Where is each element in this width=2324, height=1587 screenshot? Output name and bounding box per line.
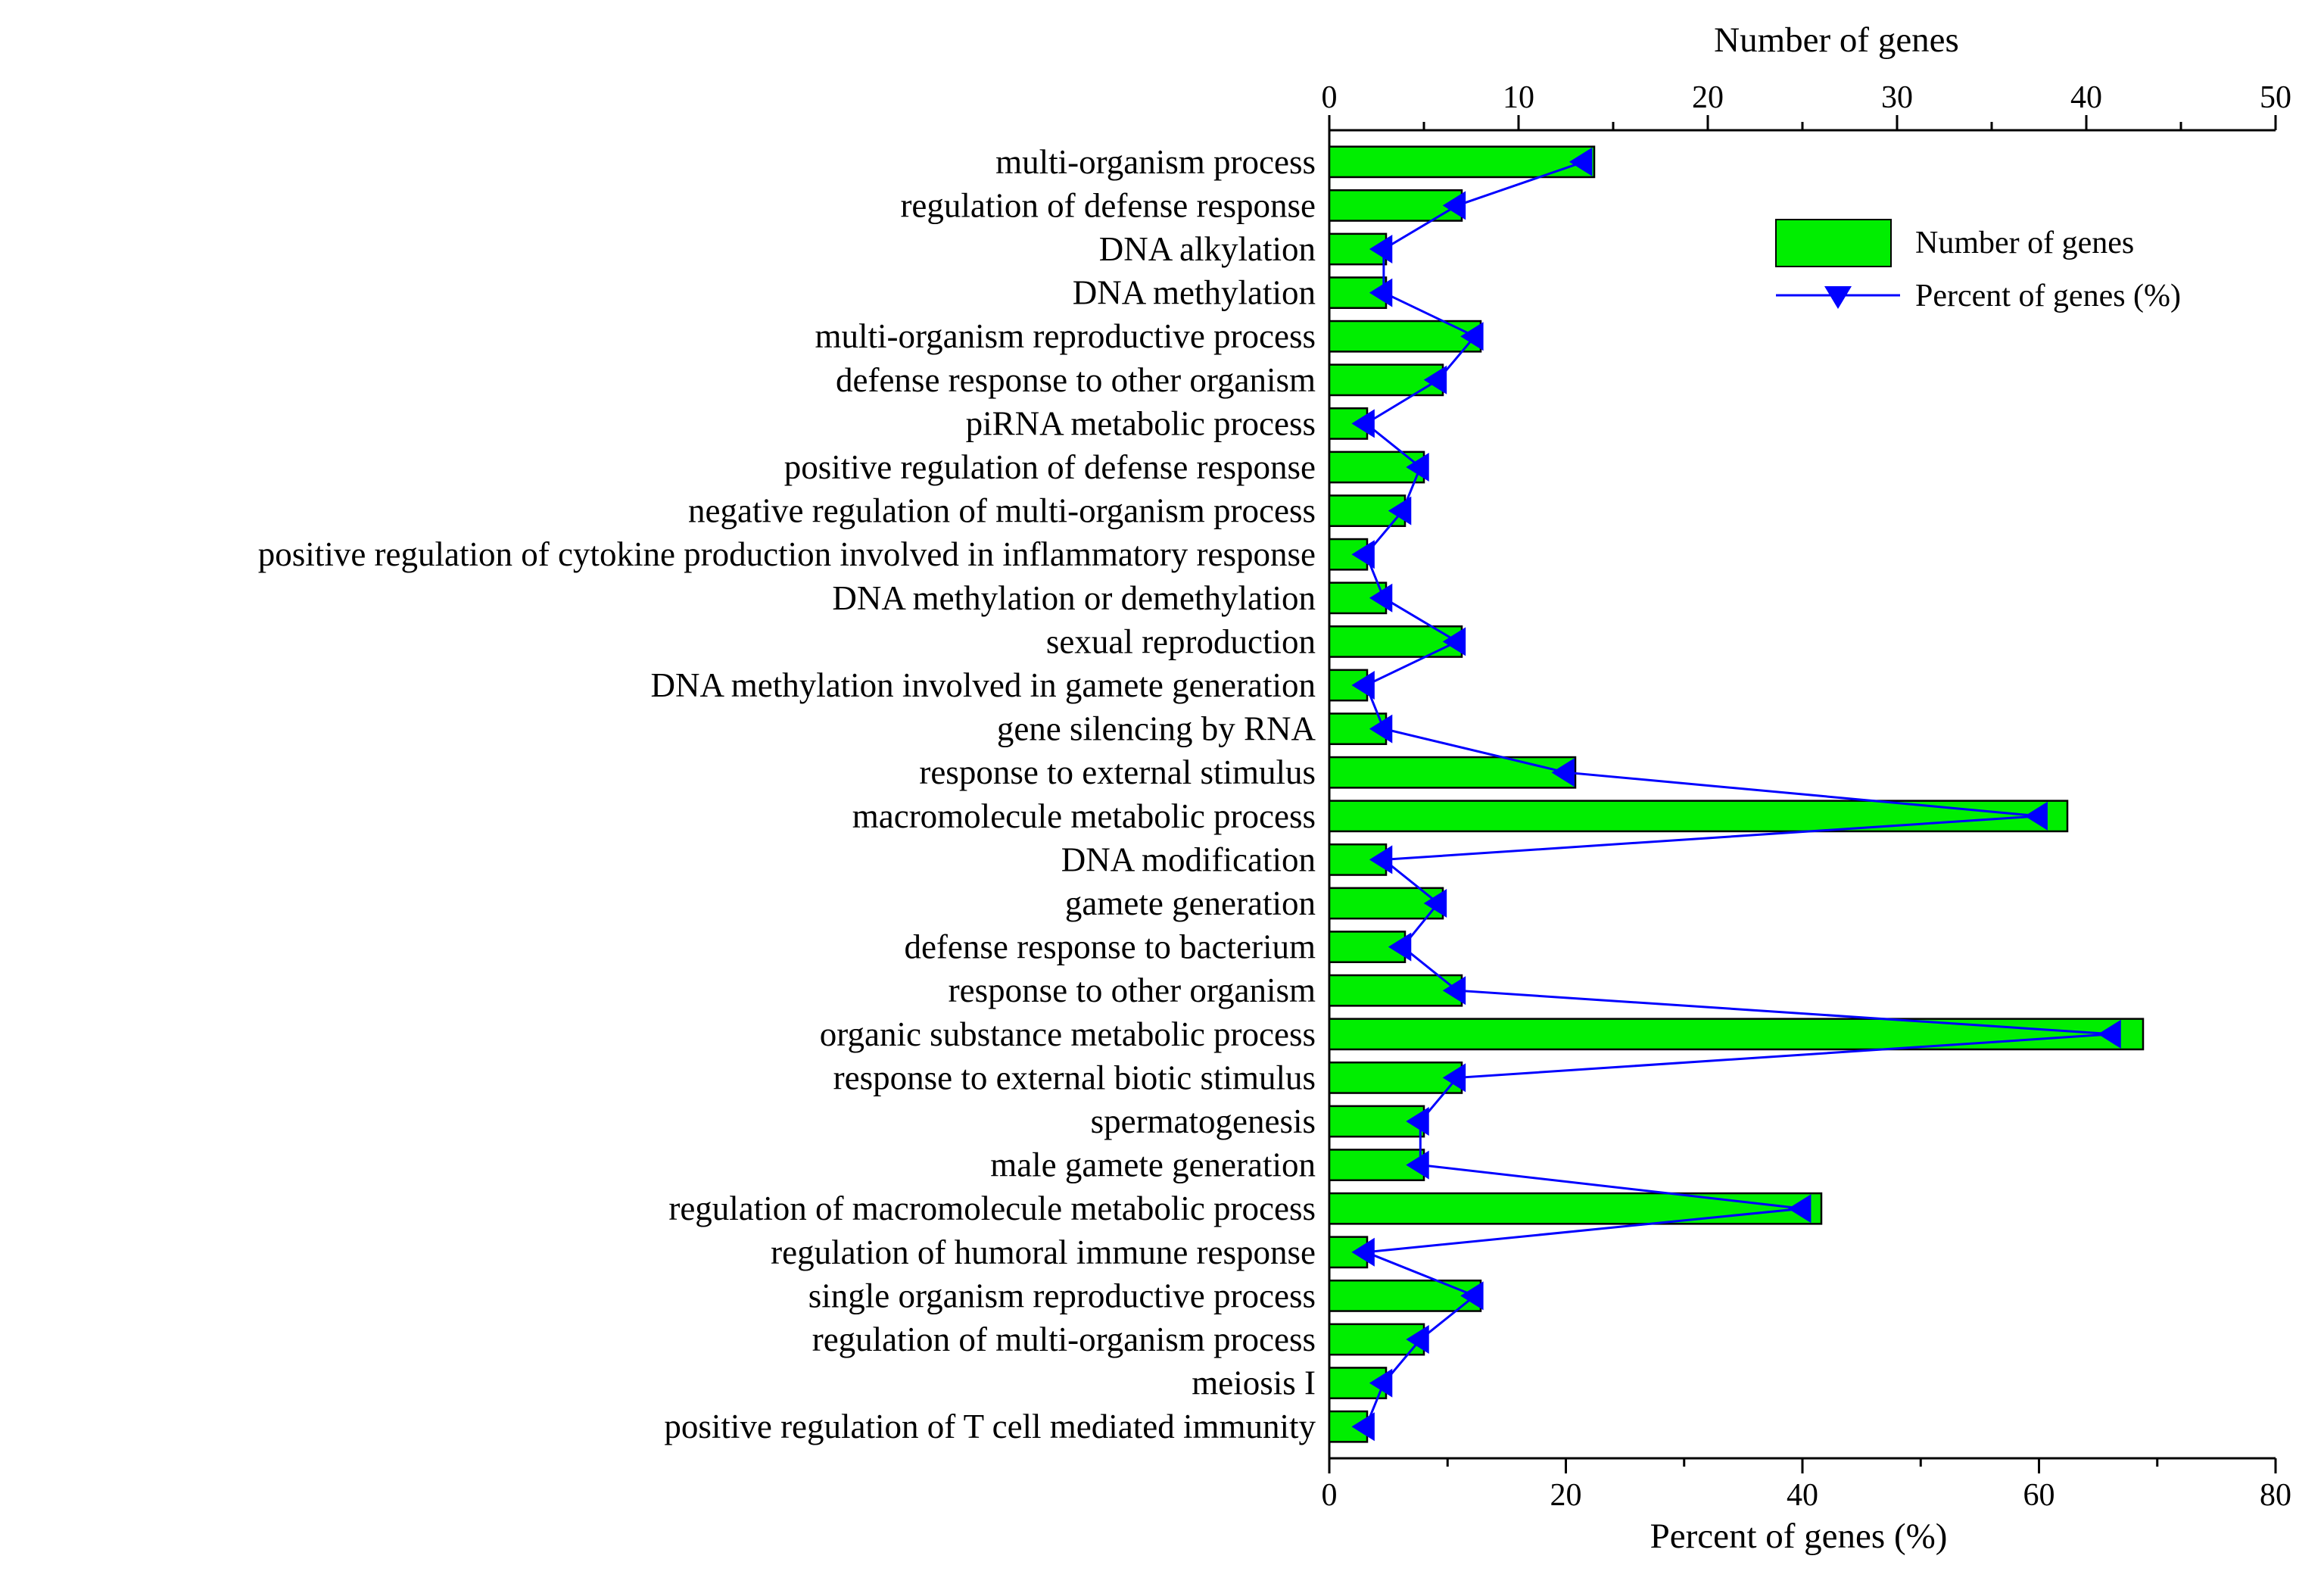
bar-number-of-genes [1328,1061,1463,1094]
percent-marker [1406,1107,1429,1136]
bar-number-of-genes [1328,625,1463,658]
category-label: macromolecule metabolic process [852,797,1316,835]
category-label: organic substance metabolic process [820,1015,1316,1053]
percent-marker [1551,758,1575,787]
category-label: gamete generation [1065,884,1316,922]
percent-marker [1460,322,1484,351]
bottom-axis-tick-label: 40 [1787,1478,1818,1513]
legend: Number of genes Percent of genes (%) [1775,219,2181,313]
bar-number-of-genes [1328,145,1596,179]
percent-marker [1369,1368,1393,1398]
legend-swatch-number-of-genes [1775,219,1892,267]
category-label: positive regulation of defense response [784,448,1316,486]
top-axis-ticks: 0 10 20 30 40 50 [1322,80,2291,130]
legend-label-percent-of-genes: Percent of genes (%) [1915,279,2181,313]
percent-marker [1423,889,1447,918]
category-label: regulation of humoral immune response [771,1233,1316,1271]
bar-number-of-genes [1328,538,1369,571]
top-axis-tick-label: 0 [1322,80,1338,115]
percent-marker [1423,365,1447,394]
percent-marker [1369,278,1393,307]
category-label: defense response to bacterium [904,928,1316,966]
bar-number-of-genes [1328,974,1463,1007]
bar-number-of-genes [1328,1192,1823,1225]
percent-marker [1351,409,1375,438]
category-label: male gamete generation [990,1146,1316,1184]
bar-number-of-genes [1328,800,2069,833]
category-label: defense response to other organism [836,361,1316,399]
category-label: positive regulation of T cell mediated i… [664,1408,1316,1445]
category-label: response to external stimulus [919,753,1316,791]
category-label: multi-organism process [995,143,1316,181]
bottom-axis-tick-label: 20 [1550,1478,1582,1513]
percent-marker [1351,1412,1375,1442]
category-label: DNA modification [1061,840,1316,878]
bottom-axis-ticks: 0 20 40 60 80 [1322,1458,2291,1513]
percent-marker [1388,932,1412,962]
percent-marker [1351,671,1375,700]
legend-label-number-of-genes: Number of genes [1915,226,2134,260]
percent-marker [1369,714,1393,744]
category-label: response to external biotic stimulus [833,1059,1316,1096]
percent-marker [1351,540,1375,569]
percent-marker [1369,235,1393,263]
percent-marker [1460,1281,1484,1311]
percent-marker [2024,801,2048,831]
category-label: regulation of multi-organism process [812,1320,1316,1358]
category-label: regulation of macromolecule metabolic pr… [668,1189,1316,1227]
category-label: response to other organism [949,971,1316,1009]
percent-marker [1442,1063,1466,1093]
category-label: regulation of defense response [900,186,1316,224]
percent-marker [1369,583,1393,613]
category-labels: multi-organism process regulation of defe… [258,143,1316,1445]
top-axis-tick-label: 20 [1692,80,1724,115]
category-label: multi-organism reproductive process [815,317,1316,355]
bar-number-of-genes [1328,756,1577,789]
bottom-axis-tick-label: 80 [2260,1478,2291,1513]
top-axis-tick-label: 50 [2260,80,2291,115]
top-axis-title: Number of genes [1714,20,1959,60]
category-label: negative regulation of multi-organism pr… [688,492,1316,530]
category-label: spermatogenesis [1091,1102,1316,1140]
category-label: DNA methylation or demethylation [832,579,1316,617]
percent-marker [1406,1150,1429,1180]
category-label: sexual reproduction [1046,622,1316,660]
percent-marker [1569,147,1593,176]
category-label: single organism reproductive process [808,1277,1316,1314]
percent-marker [1406,453,1429,482]
category-label: meiosis I [1192,1364,1316,1402]
percent-marker [1351,1237,1375,1267]
category-label: DNA alkylation [1099,230,1316,268]
percent-marker [1406,1325,1429,1354]
percent-series [1351,147,2121,1442]
category-label: DNA methylation [1073,274,1316,312]
bar-number-of-genes [1328,1279,1482,1312]
bar-number-of-genes [1328,276,1388,310]
percent-marker [1442,976,1466,1006]
legend-swatch-percent-marker [1824,286,1852,309]
percent-marker [1442,627,1466,656]
bottom-axis-title: Percent of genes (%) [1650,1517,1948,1556]
bottom-axis-tick-label: 0 [1322,1478,1338,1513]
bar-number-of-genes [1328,1018,2145,1051]
top-axis-tick-label: 40 [2070,80,2102,115]
top-axis-tick-label: 10 [1503,80,1534,115]
percent-marker [1388,496,1412,525]
category-label: gene silencing by RNA [997,710,1316,748]
percent-marker [2098,1019,2121,1049]
bar-number-of-genes [1328,189,1463,222]
bottom-axis-tick-label: 60 [2023,1478,2055,1513]
bars [1328,145,2145,1443]
bar-number-of-genes [1328,320,1482,353]
category-label: piRNA metabolic process [966,404,1316,442]
percent-marker [1442,191,1466,220]
category-label: positive regulation of cytokine producti… [258,535,1316,573]
percent-marker [1788,1194,1812,1224]
top-axis-tick-label: 30 [1881,80,1913,115]
category-label: DNA methylation involved in gamete gener… [650,666,1316,704]
percent-marker [1369,845,1393,875]
